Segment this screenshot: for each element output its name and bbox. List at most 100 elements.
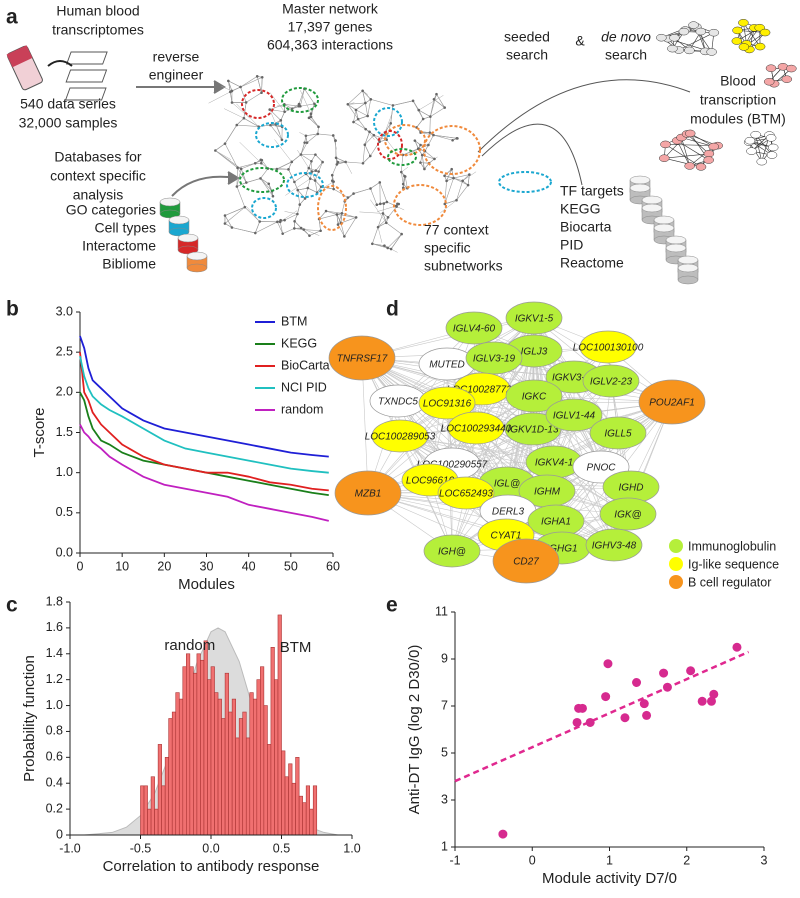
x-axis-label: Modules [178,576,235,593]
network-edge [231,86,241,92]
network-edge [280,210,298,223]
network-node [242,116,246,120]
network-edge [456,184,469,201]
cylinder-top [653,223,675,233]
x-tick-label: 0.0 [202,841,219,855]
x-tick-label: 60 [326,559,340,573]
network-node [331,134,335,137]
network-edge [306,133,318,143]
network-edge [372,243,388,249]
network-edge [294,221,302,229]
network-edge [260,178,269,185]
network-node [334,156,338,160]
gene-label: IGLV1-44 [553,411,596,422]
source-detail: 32,000 samples [19,115,118,131]
network-node [435,92,438,96]
network-edge [418,109,431,117]
gene-label: LOC100290557 [417,460,488,471]
histogram-bar [186,653,191,836]
network-node [258,220,262,223]
y-tick-label: 9 [441,651,448,665]
network-edge [386,123,392,140]
network-edge [231,102,251,119]
network-edge [318,161,323,172]
network-edge [323,181,334,188]
network-edge [430,107,445,117]
network-edge [462,171,477,182]
network-node [290,107,294,110]
subnetwork-outline [251,197,277,219]
module-node [731,37,743,45]
network-edge [444,177,454,205]
network-edge [382,213,387,223]
histogram-bar [288,763,293,836]
module-node [786,64,797,73]
gene-network: IGKV1-5 IGLV4-60 MUTED IGLJ3 IGLV3-19 LOC1001… [328,301,779,589]
network-node [361,161,365,165]
module-node [756,157,767,166]
subnetwork-outline [241,89,275,119]
network-edge [240,77,263,88]
histogram-bar [168,718,173,836]
module-node [738,19,749,27]
network-edge [341,213,357,218]
cylinder-top [177,233,199,243]
network-edge [284,104,293,109]
network-node [283,218,286,222]
source-title: transcriptomes [52,22,144,38]
gene-label: LOC100130100 [573,343,644,354]
line-series [79,355,329,474]
network-edge [236,124,259,127]
histogram-bar [147,808,152,836]
gene-label: CD27 [513,557,539,568]
network-edge [280,111,285,121]
network-edge [377,213,384,228]
arrow-label: engineer [149,67,204,83]
network-edge [370,99,394,106]
network-edge [430,94,437,117]
network-edge [336,214,342,224]
network-node [269,123,272,127]
network-edge [355,102,366,111]
scatter-point [498,829,508,839]
legend-swatch [669,539,683,553]
histogram-bar [140,785,145,836]
network-node [297,102,301,106]
network-node [260,161,263,165]
network-node [419,161,422,164]
network-node [306,186,310,190]
module-node [759,28,771,37]
network-edge [347,102,366,105]
histogram-bar [242,711,247,836]
network-edge [353,188,371,194]
network-edge [261,77,263,93]
x-tick-label: 1 [606,853,613,867]
database-label: Cell types [95,220,156,236]
gene-label: IGLV2-23 [590,377,633,388]
network-edge [239,142,262,164]
module-edge [681,137,714,147]
network-node [400,232,403,236]
network-node [456,137,459,140]
module-node [750,130,761,139]
x-tick-label: 30 [200,559,214,573]
module-edge [678,32,714,51]
network-node [423,167,426,171]
network-node [356,117,360,121]
network-edge [436,94,445,108]
network-node [283,110,286,114]
module-node [746,147,757,155]
network-edge [304,88,315,104]
histogram-bar [245,737,251,836]
network-node [275,167,279,171]
x-tick-label: -1.0 [59,841,81,855]
network-edge [370,188,378,205]
network-edge [236,103,259,127]
network-node [223,222,227,225]
network-edge [379,182,388,203]
network-edge [362,90,366,104]
annotation-db: Biocarta [560,219,612,235]
subnetwork-outline [373,107,403,137]
histogram-bar [175,692,180,836]
subnetwork-outline [255,122,289,148]
